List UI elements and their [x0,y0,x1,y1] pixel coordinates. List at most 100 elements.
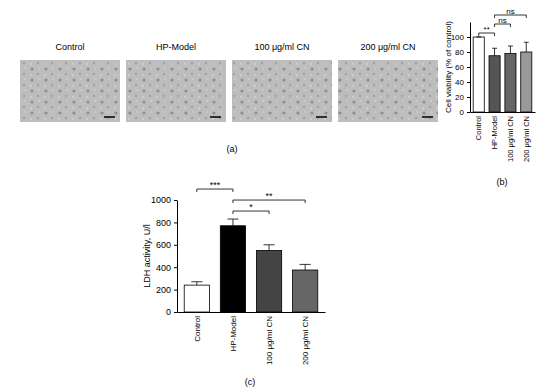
tick-mark [174,245,177,246]
tick: 60 [455,63,470,72]
panel-label: (a) [227,144,238,154]
error-bar [227,219,238,226]
significance-label: ns [498,16,506,25]
tick: 0 [166,307,177,317]
significance-label: ** [266,191,274,201]
tick: Control [193,316,202,342]
bar [293,270,318,312]
image-label: 200 μg/ml CN [360,42,415,52]
tick-label: 400 [156,263,171,273]
y-axis-title: Cell viability (% of control) [444,21,453,113]
error-bar [508,46,513,54]
tick-mark [467,112,470,113]
significance-label: *** [210,180,221,190]
tick-mark [174,290,177,291]
tick-label: 800 [156,218,171,228]
axis-line [177,201,178,313]
tick-mark [467,97,470,98]
bar [473,37,484,112]
micrograph [338,60,438,122]
bar-chart: 0 20 40 60 80 100 Control HP-Model 100 μg/ml CN 2… [444,7,536,188]
significance-label: ** [484,25,490,34]
y-axis-title: LDH activity, U/l [142,224,152,287]
plot-area [184,219,318,312]
plot-area [473,37,532,112]
bar [489,56,500,112]
tick-mark [174,312,177,313]
panel-a: Control HP-Model 100 μg/ml CN 200 μg/ml CN (… [20,42,438,154]
bar [256,250,281,312]
y-axis: 0 200 400 600 800 1000 [151,195,178,317]
tick-mark [174,267,177,268]
tick-label: 0 [166,307,171,317]
micrograph [20,60,120,122]
tick: 40 [455,78,470,87]
axis-line [471,112,536,113]
scale-bar [422,116,433,118]
tick-mark [467,52,470,53]
x-axis: Control HP-Model 100 μg/ml CN 200 μg/ml CN [471,113,536,163]
y-axis: 0 20 40 60 80 100 [451,23,471,118]
tick-label: 100 μg/ml CN [506,116,515,162]
tick: 100 μg/ml CN [506,116,515,162]
image-label: Control [55,42,84,52]
tick-label: 1000 [151,195,171,205]
image-label: 100 μg/ml CN [254,42,309,52]
bar [505,54,516,113]
tick: 100 [451,33,470,42]
tick-label: 200 μg/ml CN [522,116,531,162]
tick-label: 600 [156,240,171,250]
tick-label: 0 [460,108,465,117]
significance-label: * [249,202,253,212]
tick-label: 60 [455,63,464,72]
error-bar [492,48,497,56]
scale-bar [210,116,221,118]
error-bar [524,42,529,52]
tick: 1000 [151,195,177,205]
panel-label: (c) [245,377,256,387]
tick: 800 [156,218,177,228]
tick: 200 [156,285,177,295]
image-label: HP-Model [156,42,196,52]
tick: 400 [156,263,177,273]
tick: Control [474,116,483,141]
tick-label: Control [193,316,202,342]
tick-mark [174,200,177,201]
tick-label: Control [474,116,483,141]
panel-label: (b) [497,177,508,187]
tick: 600 [156,240,177,250]
bar [220,226,245,312]
tick-mark [467,67,470,68]
micrograph [232,60,332,122]
tick-label: 80 [455,48,464,57]
x-axis: Control HP-Model 100 μg/ml CN 200 μg/ml CN [178,313,326,366]
tick-label: HP-Model [490,116,499,150]
tick: 100 μg/ml CN [265,316,274,365]
micrograph [126,60,226,122]
tick-label: 200 [156,285,171,295]
error-bar [300,264,311,270]
tick: 0 [460,108,470,117]
tick-label: 20 [455,93,464,102]
tick: HP-Model [490,116,499,150]
axis-line [178,312,326,313]
bar-chart: 0 200 400 600 800 1000 Control HP-Model 100 μg/m… [142,180,326,387]
tick: 200 μg/ml CN [522,116,531,162]
tick: 200 μg/ml CN [301,316,310,365]
significance-label: ns [506,7,514,16]
tick: 20 [455,93,470,102]
tick-mark [467,37,470,38]
tick-label: 200 μg/ml CN [301,316,310,365]
error-bar [263,245,274,251]
tick-label: 100 μg/ml CN [265,316,274,365]
tick-mark [467,82,470,83]
error-bar [191,282,202,285]
tick-label: HP-Model [229,316,238,352]
bar [184,285,209,312]
scale-bar [104,116,115,118]
tick-label: 40 [455,78,464,87]
tick-mark [174,222,177,223]
bar [521,52,532,112]
error-bar [476,37,481,38]
figure: Control HP-Model 100 μg/ml CN 200 μg/ml CN (… [0,0,540,390]
